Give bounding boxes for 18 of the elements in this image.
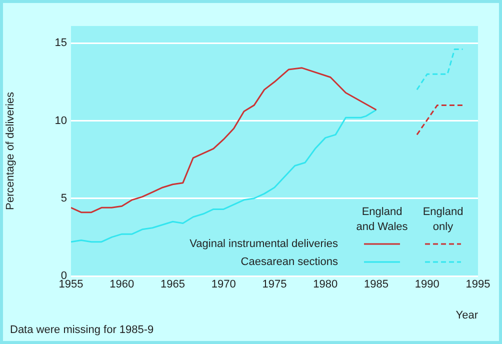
x-tick-label: 1980: [313, 278, 338, 291]
x-tick-label: 1985: [364, 278, 388, 291]
annotation: England only: [422, 206, 464, 234]
y-tick-label: 10: [54, 114, 67, 127]
x-tick-label: 1990: [414, 278, 440, 291]
annotation: England and Wales: [356, 206, 408, 234]
y-axis-title: Percentage of deliveries: [4, 91, 17, 210]
x-tick-label: 1995: [466, 278, 490, 291]
x-tick-label: 1975: [262, 278, 287, 291]
y-tick-label: 15: [54, 37, 67, 50]
y-tick-label: 5: [60, 192, 67, 204]
legend-label: Caesarean sections: [240, 256, 338, 268]
x-tick-label: 1970: [211, 278, 236, 291]
legend-label: Vaginal instrumental deliveries: [190, 238, 338, 250]
x-axis-title: Year: [456, 309, 478, 322]
x-tick-label: 1960: [110, 278, 134, 291]
x-tick-label: 1965: [160, 278, 185, 291]
text: Data were missing for 1985-9: [10, 324, 154, 336]
